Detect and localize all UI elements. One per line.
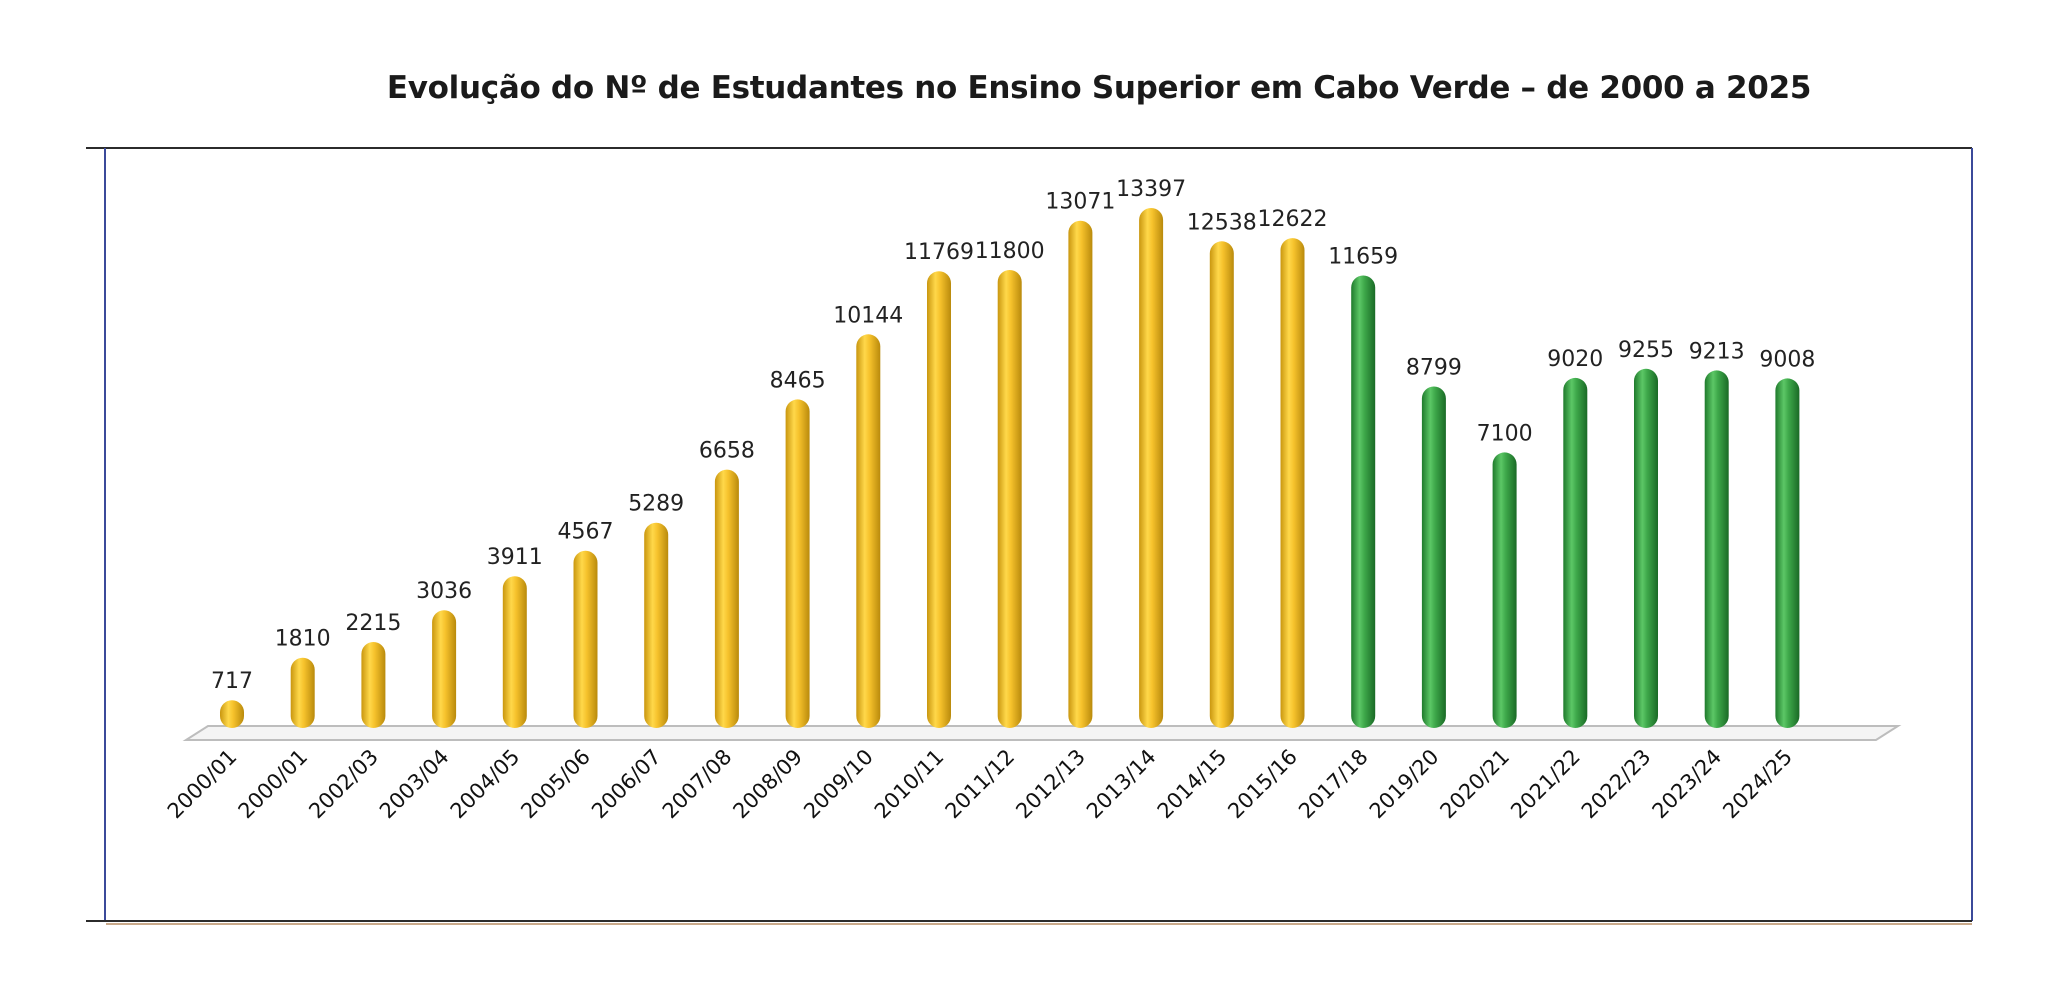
x-tick-label-17: 2017/18 [1294,745,1373,824]
value-label-5: 3911 [487,545,543,570]
value-label-18: 8799 [1406,356,1462,381]
value-label-10: 10144 [833,303,903,328]
plot-floor [182,725,1902,741]
value-label-4: 3036 [416,579,472,604]
value-label-8: 6658 [699,439,755,464]
bar-2 [290,657,315,728]
x-tick-label-22: 2023/24 [1648,745,1727,824]
x-tick-label-10: 2009/10 [799,745,878,824]
bars-layer [220,208,1800,729]
value-label-19: 7100 [1477,421,1533,446]
value-label-21: 9255 [1618,338,1674,363]
x-tick-label-5: 2004/05 [446,745,525,824]
bar-14 [1139,208,1164,728]
x-tick-label-23: 2024/25 [1718,745,1797,824]
value-label-16: 12622 [1258,207,1328,232]
chart-title: Evolução do Nº de Estudantes no Ensino S… [386,70,1812,106]
x-tick-label-18: 2019/20 [1365,745,1444,824]
bar-12 [997,270,1022,728]
bar-17 [1351,275,1376,728]
x-tick-label-16: 2015/16 [1223,745,1302,824]
x-tick-label-19: 2020/21 [1435,745,1514,824]
value-label-23: 9008 [1759,347,1815,372]
value-label-12: 11800 [975,239,1045,264]
bar-5 [502,576,527,728]
x-tick-label-2: 2000/01 [234,745,313,824]
x-tick-label-9: 2008/09 [728,745,807,824]
value-label-14: 13397 [1116,177,1186,202]
value-labels-layer: 717 1810 2215 3036 3911 4567 5289 6658 8465 10144… [211,177,1815,694]
bar-3 [361,642,386,728]
value-label-22: 9213 [1689,339,1745,364]
value-label-6: 4567 [558,520,614,545]
x-tick-label-15: 2014/15 [1153,745,1232,824]
bar-13 [1068,220,1093,728]
value-label-3: 2215 [345,611,401,636]
x-tick-label-13: 2012/13 [1011,745,1090,824]
bar-19 [1492,452,1517,728]
bar-15 [1209,241,1234,729]
bar-16 [1280,238,1305,728]
bar-11 [927,271,951,728]
bar-1 [220,700,244,728]
x-tick-label-4: 2003/04 [375,745,454,824]
value-label-17: 11659 [1328,245,1398,270]
x-tick-label-12: 2011/12 [941,745,1020,824]
x-tick-label-11: 2010/11 [870,745,949,824]
bar-21 [1634,368,1658,728]
x-tick-label-21: 2022/23 [1577,745,1656,824]
value-label-15: 12538 [1187,210,1257,235]
value-label-11: 11769 [904,240,974,265]
x-tick-label-20: 2021/22 [1506,745,1585,824]
value-label-7: 5289 [628,492,684,517]
value-label-1: 717 [211,669,253,694]
value-label-20: 9020 [1547,347,1603,372]
value-label-13: 13071 [1045,190,1115,215]
value-label-2: 1810 [275,627,331,652]
x-tick-label-14: 2013/14 [1082,745,1161,824]
bar-7 [644,522,669,728]
x-tick-label-1: 2000/01 [163,745,242,824]
bar-18 [1421,386,1446,728]
x-tick-label-7: 2006/07 [587,745,666,824]
x-tick-label-6: 2005/06 [516,745,595,824]
bar-9 [785,399,810,728]
x-tick-label-3: 2002/03 [304,745,383,824]
bar-4 [432,610,457,728]
bar-22 [1704,370,1729,728]
bar-20 [1563,377,1588,728]
tick-labels-layer: 2000/012000/012002/032003/042004/052005/… [163,745,1797,824]
bar-23 [1775,378,1800,728]
bar-8 [714,469,739,728]
bar-6 [573,550,598,728]
bar-10 [856,334,881,728]
value-label-9: 8465 [770,368,826,393]
x-tick-label-8: 2007/08 [658,745,737,824]
